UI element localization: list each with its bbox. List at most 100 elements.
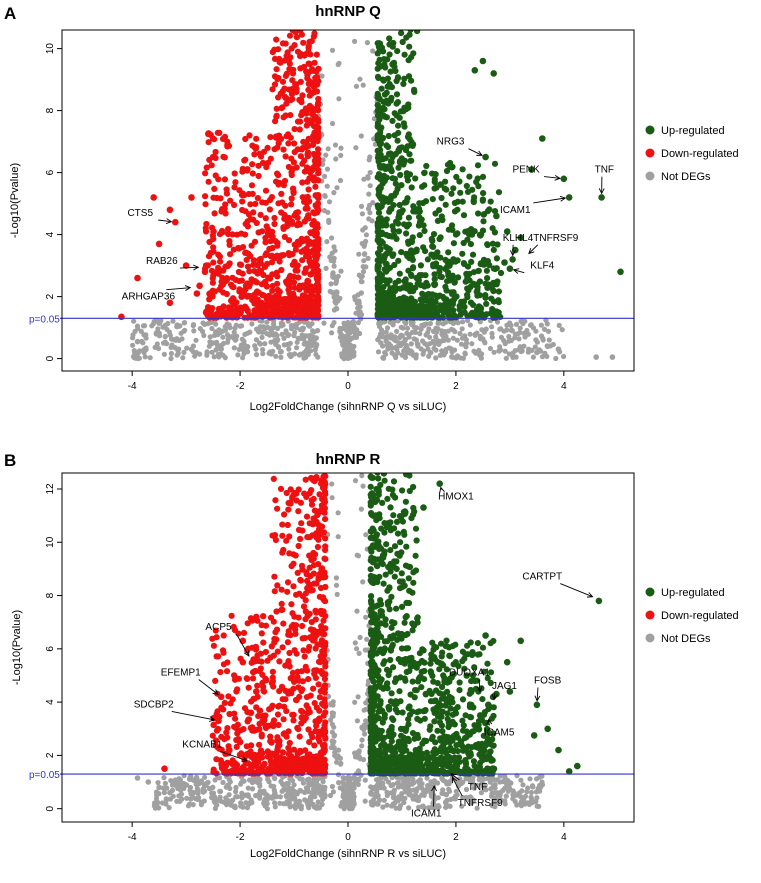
point-not — [424, 775, 430, 781]
point-not — [399, 795, 405, 801]
point-not — [297, 804, 303, 810]
point-down — [286, 649, 293, 657]
point-down — [274, 239, 281, 247]
point-down — [237, 727, 244, 734]
point-not — [352, 332, 359, 338]
point-up — [442, 201, 449, 208]
point-not — [356, 300, 362, 306]
point-not — [337, 785, 343, 791]
point-up — [460, 260, 467, 267]
point-down — [279, 78, 287, 85]
point-up — [493, 281, 500, 288]
point-not — [503, 780, 509, 786]
point-down — [296, 304, 303, 312]
point-not — [292, 351, 298, 357]
point-not — [205, 779, 211, 786]
point-down — [266, 310, 273, 317]
point-not — [545, 328, 552, 334]
point-down — [278, 586, 285, 593]
point-not — [528, 794, 534, 800]
point-up — [378, 292, 385, 299]
point-not — [435, 803, 441, 809]
point-up — [430, 263, 437, 270]
point-not — [467, 331, 473, 337]
point-up — [396, 211, 403, 218]
point-up — [396, 270, 403, 277]
point-not — [272, 337, 278, 343]
point-not — [279, 331, 285, 337]
point-down — [259, 767, 266, 775]
legend-marker-not — [645, 171, 655, 181]
point-not — [291, 782, 297, 788]
point-not — [501, 337, 507, 344]
point-up — [459, 198, 466, 205]
point-not — [328, 745, 334, 751]
point-down — [290, 621, 297, 629]
point-not — [209, 340, 215, 347]
point-down — [285, 250, 292, 257]
point-not — [420, 351, 426, 357]
point-not — [335, 61, 341, 68]
point-down — [238, 261, 245, 268]
point-not — [454, 792, 460, 798]
point-down — [303, 287, 310, 294]
point-not — [489, 324, 495, 330]
point-not — [312, 785, 318, 792]
point-down — [243, 256, 250, 263]
point-not — [262, 790, 268, 797]
point-not — [329, 330, 335, 336]
point-down — [313, 255, 320, 262]
point-up — [387, 196, 394, 203]
point-down — [308, 497, 315, 504]
point-up — [418, 684, 425, 691]
point-not — [397, 803, 403, 809]
point-down — [231, 184, 238, 191]
point-down — [256, 707, 263, 714]
point-up — [375, 95, 382, 102]
point-down — [272, 497, 279, 504]
point-up — [395, 164, 402, 171]
point-up — [391, 110, 398, 117]
point-not — [407, 789, 413, 796]
point-not — [351, 774, 357, 780]
point-down — [272, 629, 279, 636]
legend-marker-up — [645, 125, 655, 135]
point-not — [257, 788, 263, 794]
point-down — [248, 698, 255, 705]
point-up — [380, 48, 387, 55]
point-up — [454, 230, 461, 237]
point-down — [310, 218, 317, 225]
point-up — [374, 50, 381, 57]
point-down — [256, 150, 263, 157]
point-not — [262, 341, 268, 347]
point-down — [246, 268, 253, 275]
point-down — [212, 154, 219, 162]
point-not — [336, 747, 342, 753]
point-down — [305, 726, 312, 733]
point-not — [445, 337, 451, 343]
point-down — [259, 199, 266, 206]
point-down — [260, 305, 267, 312]
point-up — [378, 85, 385, 92]
point-not — [346, 806, 353, 812]
point-down — [316, 530, 323, 537]
point-down — [232, 674, 239, 681]
point-down — [209, 135, 216, 142]
point-not — [309, 790, 315, 796]
gene-label: TNF — [595, 165, 614, 176]
point-down — [230, 284, 237, 291]
point-down — [293, 697, 300, 704]
point-down — [310, 627, 317, 634]
point-not — [210, 784, 216, 790]
point-not — [534, 776, 540, 782]
point-down — [215, 251, 222, 258]
point-not — [352, 478, 359, 484]
point-down — [306, 102, 313, 109]
point-down — [314, 224, 321, 231]
point-down — [313, 520, 320, 527]
point-down — [233, 231, 241, 238]
highlight-point-up — [479, 57, 487, 65]
point-not — [362, 798, 368, 804]
point-not — [383, 338, 389, 344]
